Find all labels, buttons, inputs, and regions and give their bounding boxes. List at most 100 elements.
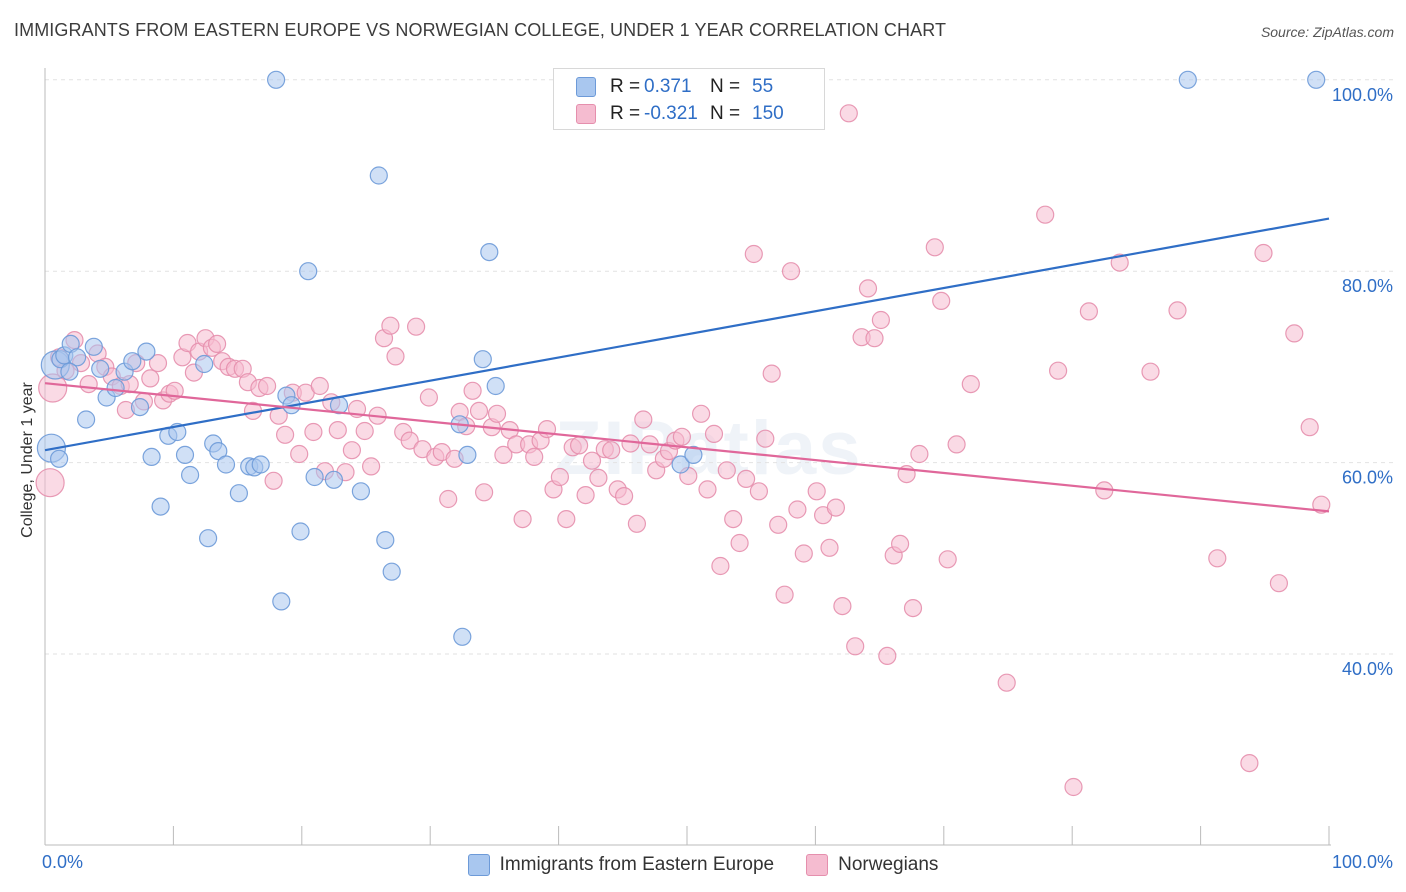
eastern-europe-point <box>175 445 195 464</box>
y-tick-labels: 40.0% 60.0% 80.0% 100.0% <box>1332 85 1393 679</box>
eastern-europe-point <box>272 592 291 611</box>
eastern-europe-point <box>229 484 248 503</box>
legend-swatch-blue <box>467 854 490 876</box>
norwegians-point <box>537 420 557 439</box>
norwegians-point <box>569 436 589 455</box>
norwegians-point <box>698 480 717 499</box>
norwegians-point <box>381 316 400 335</box>
norwegians-point <box>264 471 283 490</box>
eastern-europe-point <box>684 445 703 464</box>
eastern-europe-point <box>142 447 161 466</box>
norwegians-point <box>35 468 65 498</box>
norwegians-point <box>1036 205 1055 224</box>
y-tick-label: 80.0% <box>1342 276 1393 296</box>
eastern-europe-point <box>480 243 499 262</box>
n-label: N = <box>710 76 741 97</box>
eastern-europe-point <box>369 166 388 185</box>
norwegians-point <box>1240 753 1259 773</box>
chart-title: IMMIGRANTS FROM EASTERN EUROPE VS NORWEG… <box>14 20 947 40</box>
legend-item-norwegians: Norwegians <box>806 854 938 876</box>
eastern-europe-trend-line <box>44 217 1330 452</box>
norwegians-point <box>762 364 781 383</box>
norwegians-point <box>1079 302 1099 321</box>
eastern-europe-point <box>376 530 395 550</box>
norwegians-point <box>576 486 595 505</box>
eastern-europe-point <box>60 362 79 381</box>
eastern-europe-point <box>76 410 96 429</box>
eastern-europe-point <box>267 70 286 89</box>
norwegians-point <box>769 515 788 534</box>
norwegians-point <box>290 444 309 464</box>
norwegians-point <box>386 347 405 366</box>
legend-item-eastern-europe: Immigrants from Eastern Europe <box>467 854 775 876</box>
norwegians-point <box>614 487 634 506</box>
norwegians-point <box>744 244 763 264</box>
norwegians-point <box>550 467 570 487</box>
y-tick-label: 40.0% <box>1342 659 1393 679</box>
norwegians-point <box>627 514 647 533</box>
norwegians-point <box>890 534 910 554</box>
norwegians-point <box>258 376 277 396</box>
n-value: 55 <box>752 76 774 97</box>
n-label: N = <box>710 103 741 124</box>
norwegians-point <box>833 596 852 616</box>
eastern-europe-point <box>291 522 310 541</box>
norwegians-point <box>711 556 730 576</box>
norwegians-point <box>525 447 544 466</box>
norwegians-point <box>400 431 419 450</box>
norwegians-point <box>463 381 482 400</box>
eastern-europe-point <box>473 350 492 369</box>
norwegians-point <box>1110 253 1129 272</box>
eastern-europe-point <box>123 352 142 371</box>
norwegians-point <box>781 262 801 281</box>
norwegians-point <box>328 421 347 440</box>
norwegians-point <box>756 429 775 448</box>
norwegians-point <box>961 375 980 394</box>
norwegians-point <box>717 461 736 480</box>
legend-label: Norwegians <box>838 854 939 875</box>
x-tick-min: 0.0% <box>42 852 84 872</box>
norwegians-point <box>362 457 381 476</box>
norwegians-point <box>925 238 944 257</box>
eastern-europe-point <box>137 342 156 361</box>
norwegians-point <box>1048 361 1068 380</box>
norwegians-point <box>788 500 807 519</box>
norwegians-point <box>730 533 749 553</box>
norwegians-point <box>276 425 295 444</box>
norwegians-point <box>1254 243 1273 263</box>
eastern-europe-points <box>36 70 1326 646</box>
norwegians-point <box>858 279 878 298</box>
norwegians-point <box>807 482 826 501</box>
eastern-europe-point <box>106 378 125 398</box>
norwegians-point <box>865 329 884 348</box>
eastern-europe-point <box>251 455 270 474</box>
norwegians-point <box>419 388 438 407</box>
eastern-europe-point <box>151 497 170 516</box>
norwegians-point <box>494 445 513 464</box>
eastern-europe-point <box>1307 70 1326 89</box>
eastern-europe-point <box>181 465 200 485</box>
eastern-europe-point <box>130 398 150 417</box>
eastern-europe-point <box>67 348 87 367</box>
norwegians-point <box>141 369 160 388</box>
eastern-europe-point <box>671 455 690 474</box>
eastern-europe-point <box>209 442 228 461</box>
norwegians-point <box>582 451 602 470</box>
eastern-europe-point <box>299 262 318 281</box>
legend-label: Immigrants from Eastern Europe <box>499 854 775 875</box>
norwegians-point <box>342 441 361 460</box>
y-tick-label: 100.0% <box>1332 85 1393 105</box>
series-legend: Immigrants from Eastern Europe Norwegian… <box>0 852 1406 878</box>
r-value: -0.321 <box>644 103 698 124</box>
source-label: Source: ZipAtlas.com <box>1260 24 1394 40</box>
norwegians-point <box>1312 495 1331 514</box>
norwegians-point <box>691 404 711 423</box>
norwegians-point <box>910 444 929 464</box>
norwegians-point <box>878 646 897 666</box>
norwegians-point <box>439 489 458 509</box>
norwegians-point <box>704 424 724 443</box>
norwegians-point <box>997 673 1016 692</box>
legend-swatch-pink <box>576 104 596 124</box>
norwegians-point <box>469 401 489 420</box>
